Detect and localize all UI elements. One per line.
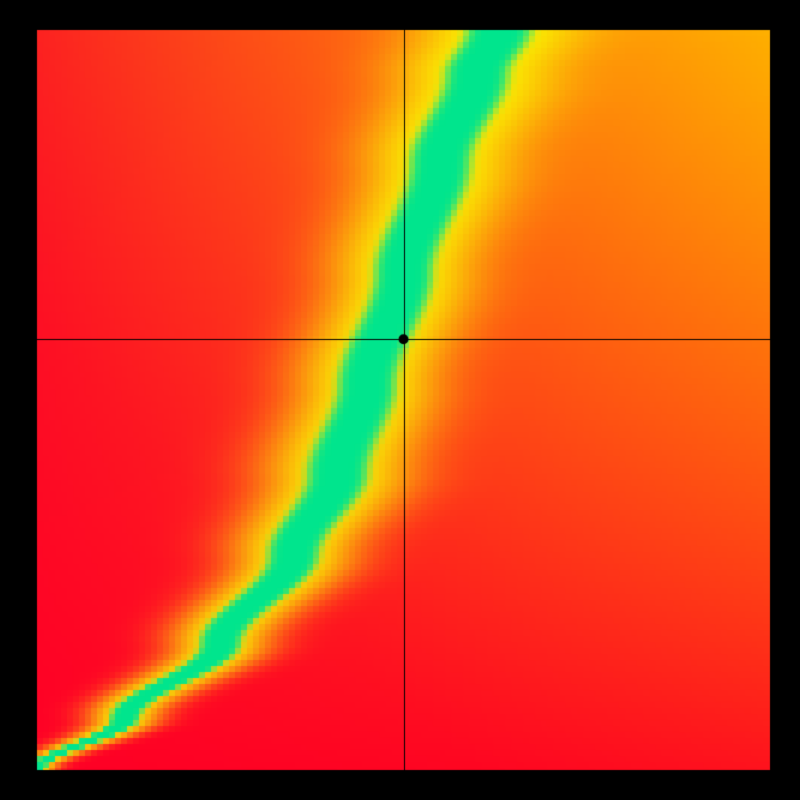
heatmap-canvas [0, 0, 800, 800]
